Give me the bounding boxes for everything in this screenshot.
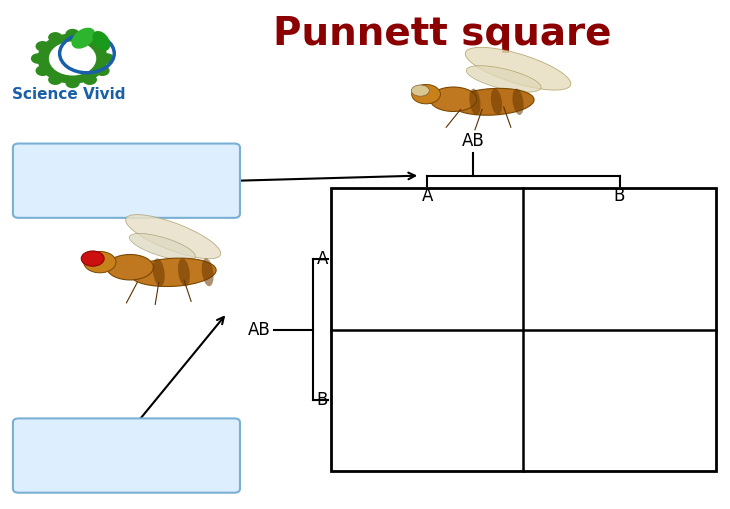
Circle shape (38, 34, 107, 83)
Ellipse shape (72, 27, 95, 49)
Text: A: A (422, 187, 433, 205)
Ellipse shape (178, 259, 190, 286)
Circle shape (96, 42, 109, 51)
Ellipse shape (153, 259, 165, 286)
Circle shape (49, 75, 62, 84)
Circle shape (83, 75, 96, 84)
Text: AB: AB (247, 321, 270, 338)
Circle shape (31, 54, 45, 63)
Circle shape (101, 54, 114, 63)
Ellipse shape (430, 87, 477, 111)
Circle shape (36, 42, 49, 51)
Text: Punnett square: Punnett square (273, 15, 612, 53)
Circle shape (96, 66, 109, 75)
Text: Genetic contribution of
one  parent: Genetic contribution of one parent (31, 164, 223, 197)
Ellipse shape (129, 234, 196, 260)
Ellipse shape (491, 89, 502, 115)
Text: Genetic contribution of
other parent: Genetic contribution of other parent (31, 439, 223, 472)
Circle shape (50, 42, 96, 75)
Ellipse shape (411, 85, 429, 96)
Ellipse shape (412, 84, 440, 104)
Text: B: B (317, 391, 328, 409)
Ellipse shape (201, 259, 214, 286)
Circle shape (83, 33, 96, 42)
Ellipse shape (81, 251, 104, 266)
Ellipse shape (93, 31, 110, 50)
Bar (331, 188, 715, 471)
Circle shape (36, 66, 49, 75)
Circle shape (49, 33, 62, 42)
Ellipse shape (465, 47, 571, 90)
Ellipse shape (130, 258, 216, 287)
Ellipse shape (466, 66, 541, 92)
Circle shape (66, 78, 79, 88)
Ellipse shape (469, 89, 480, 115)
Text: AB: AB (462, 132, 485, 150)
Circle shape (66, 30, 79, 39)
Ellipse shape (452, 89, 534, 115)
Ellipse shape (84, 251, 116, 273)
Ellipse shape (512, 89, 523, 115)
Text: B: B (614, 187, 625, 205)
Ellipse shape (107, 254, 153, 280)
Ellipse shape (126, 215, 220, 259)
Text: Science Vivid: Science Vivid (12, 87, 126, 101)
Text: A: A (317, 250, 328, 268)
FancyBboxPatch shape (13, 418, 240, 493)
FancyBboxPatch shape (13, 144, 240, 218)
